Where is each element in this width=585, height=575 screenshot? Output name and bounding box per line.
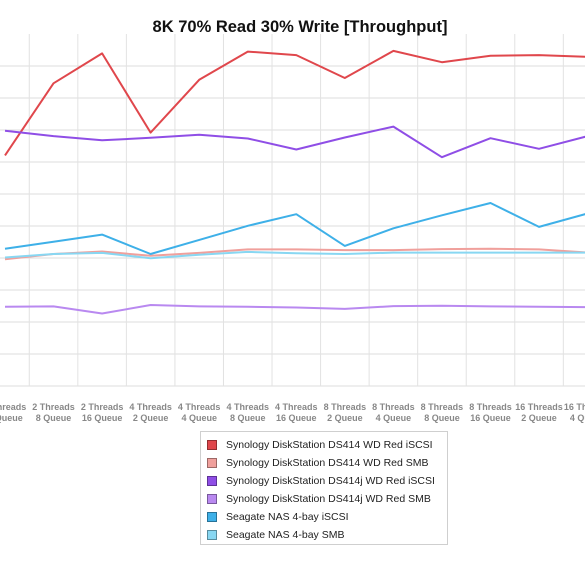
x-tick-label: 4 Threads 16 Queue (275, 402, 318, 423)
x-tick-label: 8 Threads 8 Queue (421, 402, 464, 423)
legend-swatch (207, 440, 217, 450)
legend-swatch (207, 494, 217, 504)
series-line-4 (4, 304, 585, 315)
x-tick-label: 8 Threads 16 Queue (469, 402, 512, 423)
legend: Synology DiskStation DS414 WD Red iSCSI S… (200, 431, 448, 545)
x-tick-label: 16 Threads 2 Queue (515, 402, 563, 423)
series-lines (4, 49, 585, 315)
x-tick-label: 8 Threads 2 Queue (324, 402, 367, 423)
legend-item: Synology DiskStation DS414 WD Red SMB (201, 454, 447, 472)
series-line-1 (4, 49, 585, 156)
chart-title: 8K 70% Read 30% Write [Throughput] (152, 18, 448, 36)
gridlines (0, 34, 585, 387)
x-tick-label: 8 Threads 4 Queue (372, 402, 415, 423)
legend-label: Seagate NAS 4-bay iSCSI (226, 511, 349, 523)
series-line-2 (4, 247, 585, 261)
legend-item: Seagate NAS 4-bay iSCSI (201, 508, 447, 526)
legend-item: Synology DiskStation DS414j WD Red SMB (201, 490, 447, 508)
legend-label: Synology DiskStation DS414j WD Red iSCSI (226, 475, 435, 487)
series-line-6 (4, 250, 585, 260)
series-line-5 (4, 202, 585, 255)
legend-item: Synology DiskStation DS414j WD Red iSCSI (201, 472, 447, 490)
x-tick-label: 2 Threads 16 Queue (81, 402, 124, 423)
legend-label: Synology DiskStation DS414j WD Red SMB (226, 493, 431, 505)
x-tick-label: 4 Threads 8 Queue (226, 402, 269, 423)
legend-label: Seagate NAS 4-bay SMB (226, 529, 345, 541)
legend-swatch (207, 476, 217, 486)
legend-label: Synology DiskStation DS414 WD Red iSCSI (226, 439, 433, 451)
legend-item: Synology DiskStation DS414 WD Red iSCSI (201, 436, 447, 454)
legend-label: Synology DiskStation DS414 WD Red SMB (226, 457, 429, 469)
x-tick-label: 2 Threads 8 Queue (32, 402, 75, 423)
x-tick-label: 4 Threads 2 Queue (129, 402, 172, 423)
legend-swatch (207, 458, 217, 468)
legend-swatch (207, 512, 217, 522)
legend-swatch (207, 530, 217, 540)
series-line-3 (4, 125, 585, 159)
legend-item: Seagate NAS 4-bay SMB (201, 526, 447, 544)
x-tick-label: 4 Threads 4 Queue (178, 402, 221, 423)
